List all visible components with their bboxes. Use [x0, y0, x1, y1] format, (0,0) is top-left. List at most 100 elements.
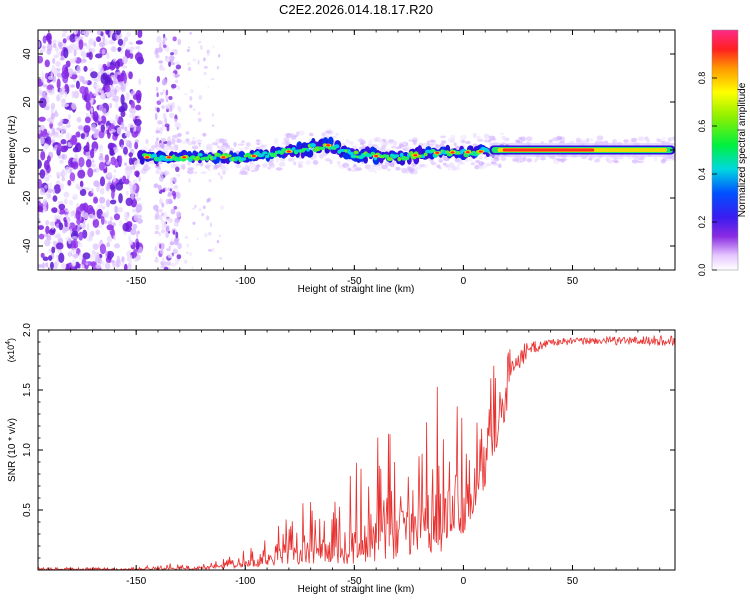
- spectrogram-point: [191, 266, 193, 269]
- spectrogram-trace-halo: [207, 144, 213, 149]
- spectrogram-point: [198, 143, 202, 145]
- spectrogram-trace-halo: [478, 161, 484, 166]
- snr-multiplier-close: ): [6, 338, 16, 341]
- spectrogram-point: [114, 213, 120, 220]
- spectrogram-point: [41, 253, 45, 258]
- spectrogram-point: [176, 192, 180, 199]
- spectrogram-trace-halo: [526, 158, 532, 162]
- spectrogram-point: [212, 125, 214, 127]
- spectrogram-trace-halo: [155, 143, 162, 146]
- spectrogram-point: [70, 228, 72, 234]
- spectrogram-point: [102, 35, 105, 43]
- spectrogram-point: [136, 241, 140, 249]
- spectrogram-point: [156, 127, 159, 130]
- spectrogram-point: [86, 205, 93, 214]
- figure-title: C2E2.2026.014.18.17.R20: [279, 2, 433, 17]
- spectrogram-point: [78, 75, 81, 79]
- spectrogram-point: [220, 205, 223, 210]
- spectrogram-trace-halo: [321, 132, 325, 136]
- spectrogram-point: [94, 148, 97, 153]
- spectrogram-point: [162, 78, 167, 85]
- spectrogram-point: [190, 253, 192, 256]
- spectrogram-point: [57, 208, 60, 213]
- spectrogram-point: [51, 103, 55, 110]
- spectrogram-point: [99, 197, 105, 204]
- spectrogram-trace-halo: [235, 164, 241, 168]
- spectrogram-point: [100, 93, 106, 100]
- spectrogram-point: [51, 72, 53, 78]
- spectrogram-point: [111, 129, 116, 133]
- spectrogram-point: [106, 52, 109, 58]
- spectrogram-point: [154, 231, 159, 234]
- spectrogram-point: [188, 67, 191, 72]
- spectrogram-point: [97, 204, 103, 209]
- spectrogram-point: [114, 72, 117, 80]
- spectrogram-trace-halo: [360, 142, 364, 145]
- spectrogram-trace-halo: [477, 136, 481, 141]
- spectrogram-point: [171, 209, 176, 215]
- spectrogram-point: [168, 96, 172, 100]
- spectrogram-point: [130, 228, 136, 235]
- snr-x-ticks: -150 -100 -50 0 50: [49, 330, 660, 587]
- spectrogram-point: [104, 220, 107, 224]
- spectrogram-point: [50, 262, 54, 270]
- spectrogram-trace-halo: [661, 159, 666, 164]
- spectrogram-point: [172, 102, 175, 108]
- spectrogram-trace-halo: [145, 166, 151, 170]
- spectrogram-trace-halo: [220, 146, 223, 151]
- spectrogram-point: [63, 38, 67, 43]
- snr-frame: [38, 330, 675, 570]
- spectrogram-trace-halo: [335, 133, 339, 136]
- spectrogram-point: [166, 225, 170, 232]
- figure: C2E2.2026.014.18.17.R20 -150 -100 -50 0 50 -…: [0, 0, 750, 600]
- spectrogram-point: [107, 253, 113, 260]
- spectrogram-point: [48, 40, 52, 45]
- spectrogram-trace-halo: [313, 160, 319, 165]
- spectrogram-trace-peak: [221, 156, 225, 158]
- spectrogram-trace-halo: [668, 137, 672, 142]
- spectrogram-point: [170, 55, 174, 61]
- spectrogram-point: [100, 176, 105, 186]
- spectrogram-point: [220, 175, 223, 179]
- spectrogram-point: [174, 119, 177, 123]
- spectrogram-point: [187, 49, 190, 52]
- spectrogram-point: [72, 194, 78, 200]
- spectrogram-point: [60, 126, 66, 134]
- spectrogram-point: [84, 87, 88, 96]
- spectrogram-point: [44, 239, 50, 247]
- spectrogram-point: [79, 39, 84, 50]
- spectrogram-point: [206, 199, 209, 203]
- spectrogram-point: [56, 134, 62, 138]
- spectrogram-point: [45, 262, 48, 267]
- spectrogram-point: [159, 175, 164, 182]
- spectrogram-trace-halo: [393, 141, 397, 146]
- spectrogram-point: [93, 111, 99, 122]
- spectrogram-point: [157, 120, 162, 124]
- spectrogram-trace-halo: [482, 165, 487, 168]
- spectrogram-trace-halo: [305, 160, 311, 165]
- spectrogram-trace-peak: [167, 156, 171, 158]
- spectrogram-trace-halo: [504, 137, 509, 141]
- spectrogram-trace-halo: [168, 141, 172, 145]
- spectrogram-point: [94, 77, 100, 82]
- spectrogram-trace-halo: [196, 163, 200, 166]
- spectrogram-point: [186, 131, 190, 135]
- spectrogram-point: [37, 212, 41, 218]
- spectrogram-point: [158, 166, 161, 170]
- spectrogram-point: [95, 230, 100, 235]
- spectrogram-trace-halo: [485, 163, 491, 166]
- spectrogram-point: [177, 39, 181, 45]
- spectrogram-point: [72, 254, 78, 258]
- spectrogram-trace-halo: [396, 147, 402, 150]
- spectrogram-y-label: Frequency (Hz): [7, 116, 18, 185]
- spectrogram-point: [110, 200, 116, 205]
- spectrogram-point: [170, 178, 174, 182]
- spectrogram-point: [65, 166, 69, 174]
- spectrogram-point: [135, 52, 143, 61]
- spectrogram-point: [176, 211, 181, 218]
- spectrogram-trace-halo: [246, 142, 251, 147]
- spectrogram-point: [38, 117, 45, 122]
- spectrogram-point: [129, 240, 133, 246]
- spectrogram-trace-halo: [519, 157, 525, 162]
- spectrogram-trace-halo: [291, 157, 295, 162]
